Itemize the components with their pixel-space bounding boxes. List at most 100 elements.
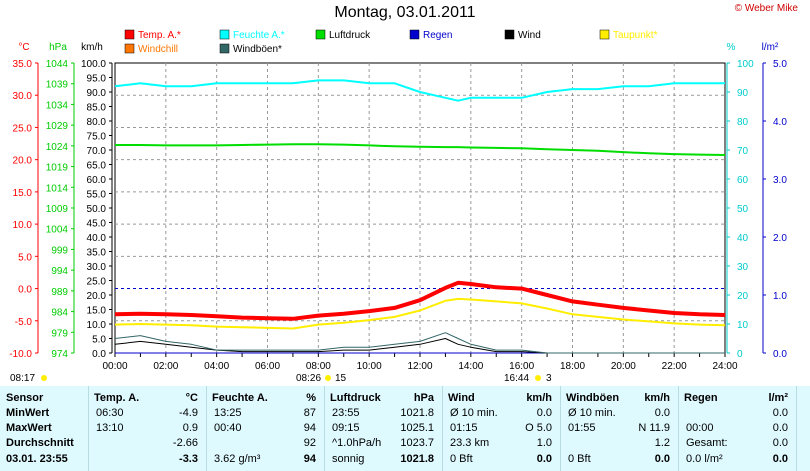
y-tick-label: 100 [737,59,754,70]
y-tick-label: 100.0 [81,59,106,70]
legend-swatch [409,29,420,40]
y-tick-label: 999 [51,245,68,256]
x-tick-label: 00:00 [102,361,127,372]
stats-wind-time: 0 Bft [450,453,473,465]
y-tick-label: 994 [51,266,68,277]
y-tick-label: 5.0 [773,59,787,70]
y-tick-label: 50 [737,204,749,215]
stats-pressure-time: sonnig [332,453,365,465]
stats-row-label: MaxWert [6,422,52,434]
y-tick-label: 25.0 [13,123,33,134]
legend-swatch [219,43,230,54]
series-line-windben [114,332,725,354]
stats-humidity-value: 94 [303,453,316,465]
stats-humidity-time: 3.62 g/m³ [214,453,261,465]
chart-title: Montag, 03.01.2011 [334,4,476,21]
stats-wind-value: 1.0 [536,437,552,449]
sunset-icon [535,375,541,381]
y-tick-label: 974 [51,349,68,360]
stats-pressure-value: 1023.7 [400,437,434,449]
y-tick-label: 15.0 [13,188,33,199]
series-line-tempa [114,280,726,321]
y-tick-label: 0.0 [18,285,32,296]
stats-sensor-title: Sensor [6,392,44,404]
stats-wind-value: 0.0 [536,453,552,465]
series-line-luftdruck [115,143,726,156]
legend-label: Wind [518,30,541,41]
y-tick-label: 95.0 [87,74,107,85]
y-tick-label: 35.0 [13,59,33,70]
y-tick-label: 30.0 [13,91,33,102]
y-tick-label: 0.0 [773,349,787,360]
legend-swatch [219,29,230,40]
stats-gust-value: 0.0 [654,453,670,465]
stats-pressure-time: ^1.0hPa/h [332,437,382,449]
series-line-feuchtea [114,79,725,102]
legend-label: Windchill [138,44,178,55]
stats-rain-title: Regen [684,392,718,404]
stats-temp-unit: °C [185,392,198,404]
stats-row-label: Durchschnitt [6,437,74,449]
statistics-panel: Sensor MinWert MaxWert Durchschnitt 03.0… [0,386,810,471]
y-tick-label: 55.0 [87,190,107,201]
y-tick-label: 70 [737,146,749,157]
sun-icon [325,375,331,381]
sunrise-icon [41,375,47,381]
y-tick-label: 85.0 [87,103,107,114]
y-tick-label: 80 [737,117,749,128]
stats-row-label: MinWert [6,407,50,419]
y-tick-label: 10.0 [13,220,33,231]
stats-temp-value: -4.9 [179,407,198,419]
stats-wind-time: Ø 10 min. [450,407,498,419]
stats-rain-time: 00:00 [686,422,714,434]
y-tick-label: 20.0 [87,291,107,302]
y-tick-label: 45.0 [87,219,107,230]
annotation-time: 08:26 [296,373,321,384]
y-tick-label: 80.0 [87,117,107,128]
stats-temp-time: 13:10 [96,422,124,434]
axis-header-pressure: hPa [49,42,67,53]
stats-pressure-time: 23:55 [332,407,360,419]
stats-temp-value: -2.66 [172,437,198,449]
y-tick-label: 1034 [46,100,69,111]
axis-header-temp: °C [18,42,29,53]
x-tick-label: 10:00 [357,361,382,372]
stats-wind-title: Wind [448,392,475,404]
y-tick-label: 984 [51,308,68,319]
stats-temp-title: Temp. A. [94,392,140,404]
y-tick-label: 979 [51,328,68,339]
stats-wind-time: 23.3 km [450,437,490,449]
stats-temp-value: -3.3 [179,453,198,465]
y-tick-label: 1019 [46,163,69,174]
stats-humidity-unit: % [306,392,316,404]
y-tick-label: 30.0 [87,262,107,273]
y-tick-label: 90 [737,88,749,99]
y-tick-label: 30 [737,262,749,273]
stats-rain-value: 0.0 [772,407,788,419]
y-tick-label: 5.0 [18,252,32,263]
stats-sensor-column: Sensor MinWert MaxWert Durchschnitt 03.0… [0,386,89,471]
legend-label: Luftdruck [329,30,371,41]
stats-pressure-title: Luftdruck [330,392,381,404]
legend-swatch [599,29,610,40]
y-tick-label: 15.0 [87,306,107,317]
y-tick-label: 60.0 [87,175,107,186]
y-tick-label: 35.0 [87,248,107,259]
stats-humidity-value: 94 [303,422,316,434]
y-tick-label: 70.0 [87,146,107,157]
legend-swatch [315,29,326,40]
axis-header-rain: l/m² [762,42,779,53]
stats-rain-value: 0.0 [772,437,788,449]
legend-label: Regen [423,30,452,41]
y-tick-label: 4.0 [773,117,787,128]
stats-temp-column: Temp. A. °C 06:30 -4.9 13:10 0.9 -2.66 -3.3 [88,386,207,471]
y-tick-label: 5.0 [92,335,106,346]
x-tick-label: 06:00 [255,361,280,372]
y-tick-label: 1004 [46,225,69,236]
y-tick-label: 989 [51,287,68,298]
stats-temp-time: 06:30 [96,407,124,419]
x-tick-label: 12:00 [407,361,432,372]
y-tick-label: 10 [737,320,749,331]
y-tick-label: 3.0 [773,175,787,186]
stats-humidity-time: 00:40 [214,422,242,434]
